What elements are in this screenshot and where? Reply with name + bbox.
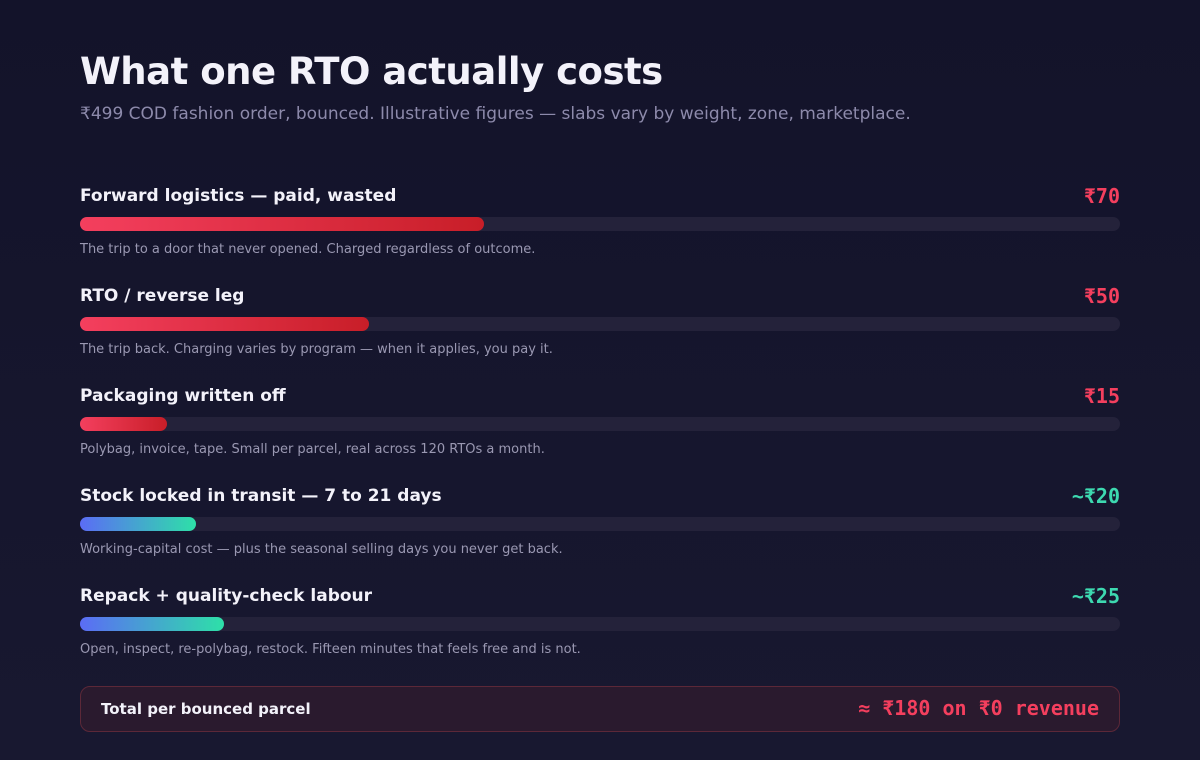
bar	[80, 217, 485, 231]
value-label: ₹70	[1083, 184, 1120, 208]
bar-track	[80, 217, 1120, 231]
bar	[80, 517, 196, 531]
total-box: Total per bounced parcel ≈ ₹180 on ₹0 re…	[80, 686, 1120, 732]
row-label: Repack + quality-check labour	[80, 586, 373, 606]
title: What one RTO actually costs	[80, 50, 663, 93]
value-label: ₹50	[1083, 284, 1120, 308]
row-note: Open, inspect, re-polybag, restock. Fift…	[80, 642, 581, 657]
row-note: The trip to a door that never opened. Ch…	[80, 242, 536, 257]
cost-row: Packaging written off ₹15 Polybag, invoice…	[80, 384, 1120, 476]
cost-row: Repack + quality-check labour ~₹25 Open, i…	[80, 584, 1120, 676]
row-label: Stock locked in transit — 7 to 21 days	[80, 486, 442, 506]
total-label: Total per bounced parcel	[101, 700, 311, 718]
row-label: RTO / reverse leg	[80, 286, 245, 306]
subtitle: ₹499 COD fashion order, bounced. Illustr…	[80, 104, 911, 124]
cost-row: Forward logistics — paid, wasted ₹70 The t…	[80, 184, 1120, 276]
value-label: ₹15	[1083, 384, 1120, 408]
bar	[80, 617, 225, 631]
bar-track	[80, 317, 1120, 331]
bar-track	[80, 417, 1120, 431]
row-note: Polybag, invoice, tape. Small per parcel…	[80, 442, 545, 457]
bar	[80, 317, 369, 331]
bar-track	[80, 517, 1120, 531]
value-label: ~₹20	[1071, 484, 1120, 508]
cost-row: RTO / reverse leg ₹50 The trip back. Charg…	[80, 284, 1120, 376]
row-label: Forward logistics — paid, wasted	[80, 186, 397, 206]
row-label: Packaging written off	[80, 386, 286, 406]
row-note: The trip back. Charging varies by progra…	[80, 342, 553, 357]
value-label: ~₹25	[1071, 584, 1120, 608]
total-value: ≈ ₹180 on ₹0 revenue	[858, 696, 1099, 720]
row-note: Working-capital cost — plus the seasonal…	[80, 542, 563, 557]
bar	[80, 417, 167, 431]
cost-row: Stock locked in transit — 7 to 21 days ~₹…	[80, 484, 1120, 576]
bar-track	[80, 617, 1120, 631]
